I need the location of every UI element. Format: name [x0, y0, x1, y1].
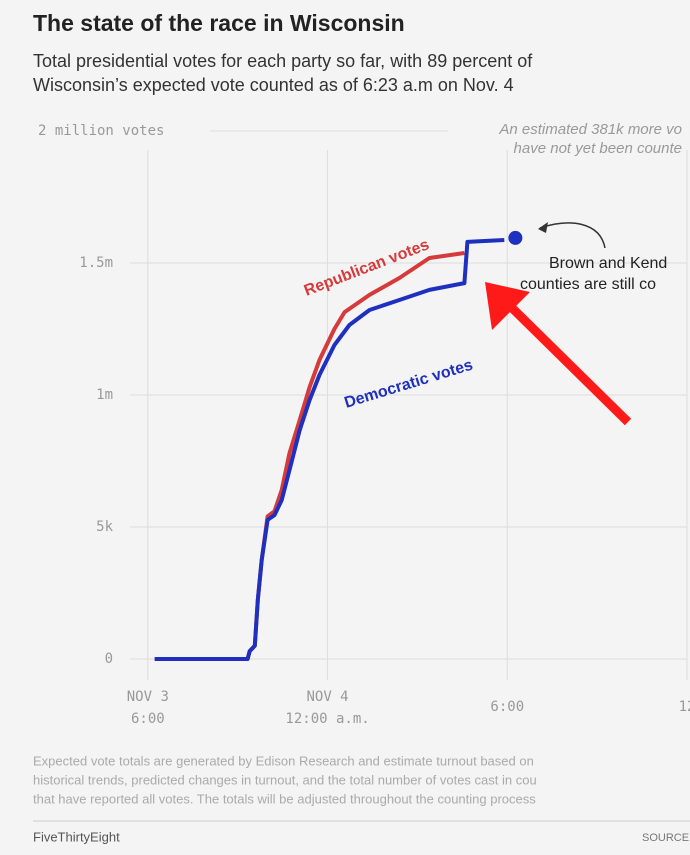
y-tick-label: 1m — [96, 387, 113, 403]
annotation: counties are still co — [520, 276, 656, 293]
red-arrow — [504, 300, 632, 426]
y-tick-label: 5k — [96, 519, 113, 535]
x-tick-label: 6:00 — [490, 699, 524, 715]
point — [508, 230, 523, 245]
annotation: have not yet been counte — [514, 140, 682, 157]
subtitle: Wisconsin’s expected vote counted as of … — [33, 75, 514, 95]
y-tick-label: 2 million votes — [38, 123, 164, 139]
brand: FiveThirtyEight — [33, 829, 120, 844]
line — [154, 238, 505, 661]
annotation: Brown and Kend — [549, 255, 667, 272]
y-tick-label: 1.5m — [79, 255, 113, 271]
pointer-head — [538, 222, 548, 233]
footnote: historical trends, predicted changes in … — [33, 772, 537, 787]
y-tick-label: 0 — [105, 651, 113, 667]
source: SOURCE — [642, 832, 689, 844]
annotation: An estimated 381k more vo — [498, 121, 682, 138]
x-tick-label: NOV 3 6:00 — [127, 689, 169, 727]
x-tick-label: 12 — [679, 699, 690, 715]
footnote: that have reported all votes. The totals… — [33, 791, 536, 806]
x-tick-label: NOV 4 12:00 a.m. — [285, 689, 369, 727]
subtitle: Total presidential votes for each party … — [33, 51, 533, 71]
pointer-arrow — [539, 222, 606, 249]
footnote: Expected vote totals are generated by Ed… — [33, 753, 534, 768]
red-arrow-head — [485, 282, 530, 330]
chart-title: The state of the race in Wisconsin — [33, 10, 405, 36]
